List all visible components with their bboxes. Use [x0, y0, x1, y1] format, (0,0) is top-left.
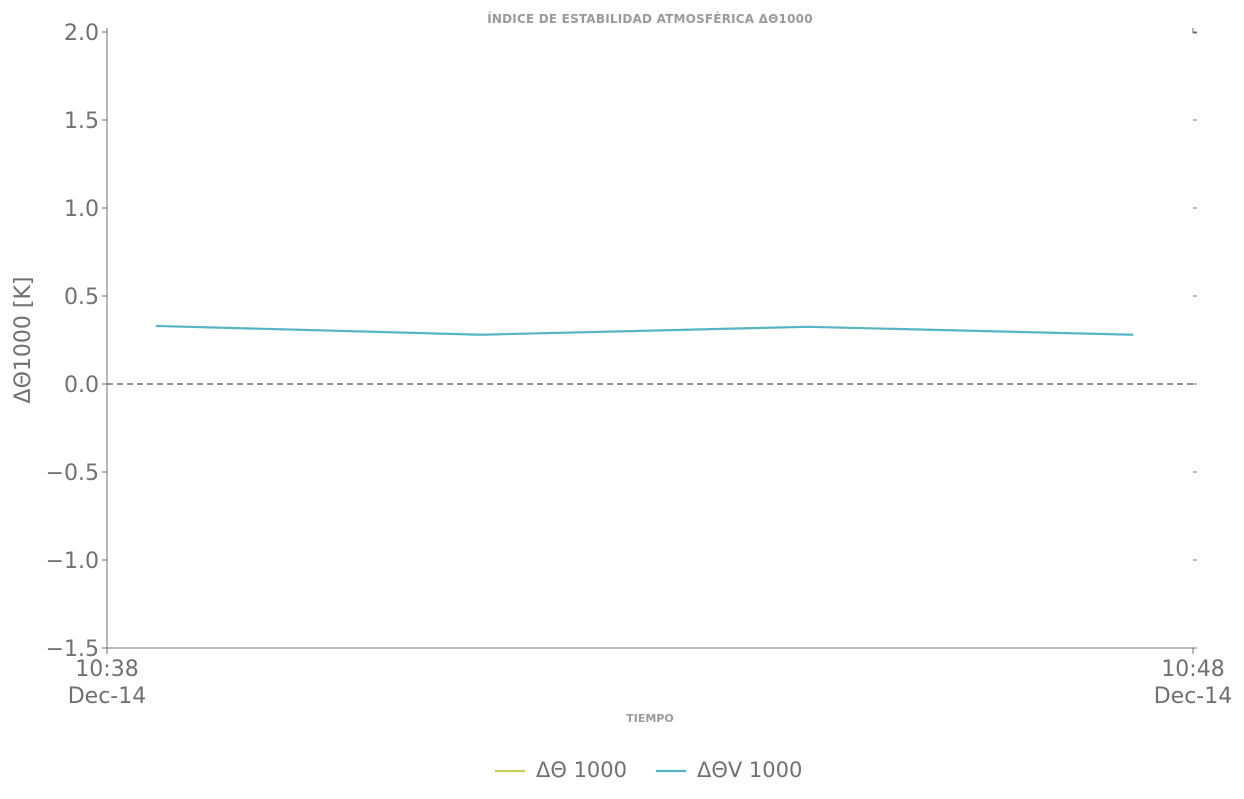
y-tick-label: 1.5 — [64, 109, 99, 134]
y-tick-label: −1.5 — [46, 637, 99, 662]
legend: ΔΘ 1000 ΔΘV 1000 — [495, 758, 802, 782]
y-tick-label: 0.5 — [64, 285, 99, 310]
x-tick-label: 10:48 — [1161, 657, 1224, 682]
x-axis-label: TIEMPO — [626, 712, 673, 725]
y-tick-label: 2.0 — [64, 21, 99, 46]
chart-title: ÍNDICE DE ESTABILIDAD ATMOSFÉRICA ΔΘ1000 — [487, 11, 813, 26]
series-line-1 — [155, 324, 1134, 336]
x-tick-date-label: Dec-14 — [68, 684, 147, 709]
y-tick-label: −0.5 — [46, 461, 99, 486]
x-tick-date-label: Dec-14 — [1154, 684, 1233, 709]
y-ticks: −1.5 −1.0 −0.5 0.0 0.5 1.0 1.5 2.0 — [46, 21, 1197, 662]
x-tick-label: 10:38 — [75, 657, 138, 682]
axes — [106, 28, 1197, 649]
y-axis-label: ΔΘ1000 [K] — [11, 277, 36, 404]
y-tick-label: 1.0 — [64, 197, 99, 222]
legend-label: ΔΘV 1000 — [697, 758, 802, 782]
y-tick-label: 0.0 — [64, 373, 99, 398]
series-layer — [155, 324, 1134, 336]
legend-label: ΔΘ 1000 — [536, 758, 627, 782]
y-tick-label: −1.0 — [46, 549, 99, 574]
